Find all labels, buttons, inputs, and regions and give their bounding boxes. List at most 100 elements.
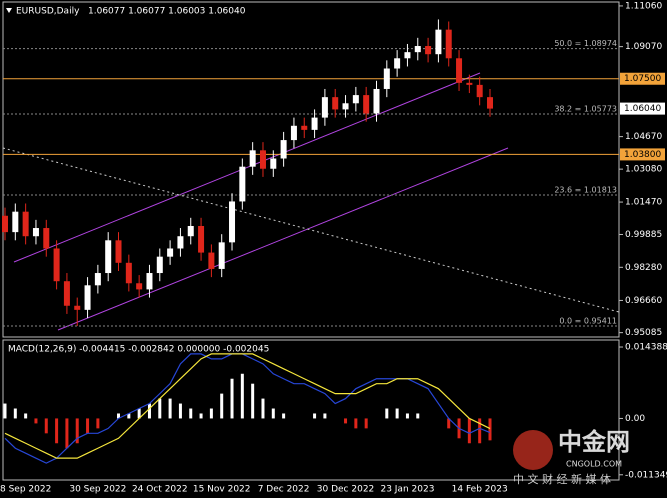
histogram-bar bbox=[478, 418, 482, 444]
candle-body bbox=[466, 82, 473, 85]
histogram-bar bbox=[34, 418, 38, 424]
y-tick-label: 0.014388 bbox=[625, 343, 667, 353]
y-tick-label: 1.03080 bbox=[625, 165, 662, 175]
x-tick-label: 23 Jan 2023 bbox=[380, 485, 434, 495]
histogram-bar bbox=[147, 403, 151, 419]
histogram-bar bbox=[13, 408, 17, 419]
level-box bbox=[620, 148, 665, 161]
histogram-bar bbox=[251, 383, 255, 419]
candle-body bbox=[2, 215, 8, 233]
watermark-brand: 中金网 bbox=[558, 428, 630, 456]
current-price-label: 1.06040 bbox=[624, 104, 661, 114]
histogram-bar bbox=[178, 403, 182, 419]
candle-body bbox=[435, 29, 442, 55]
histogram-bar bbox=[24, 413, 28, 419]
histogram-bar bbox=[282, 413, 286, 419]
x-tick-label: 7 Dec 2022 bbox=[258, 485, 310, 495]
candle-body bbox=[84, 285, 91, 310]
candle-body bbox=[136, 283, 143, 290]
candle-body bbox=[12, 211, 19, 233]
candle-body bbox=[146, 273, 153, 290]
x-tick-label: 30 Dec 2022 bbox=[317, 485, 375, 495]
fib-label: 50.0 = 1.08974 bbox=[554, 39, 617, 48]
histogram-bar bbox=[395, 408, 399, 419]
histogram-bar bbox=[168, 398, 172, 419]
y-tick-label: 1.09070 bbox=[625, 42, 662, 52]
histogram-bar bbox=[209, 408, 213, 419]
y-tick-label: 0.00 bbox=[625, 414, 645, 424]
y-tick-label: 0.95085 bbox=[625, 328, 662, 338]
candle-body bbox=[363, 95, 370, 114]
candle-body bbox=[74, 305, 81, 310]
histogram-bar bbox=[271, 408, 275, 419]
current-price-box bbox=[620, 102, 665, 115]
histogram-bar bbox=[261, 398, 265, 419]
histogram-bar bbox=[158, 398, 162, 419]
histogram-bar bbox=[313, 413, 317, 419]
candle-body bbox=[156, 256, 163, 274]
fib-label: 38.2 = 1.05773 bbox=[554, 105, 617, 114]
menu-arrow bbox=[6, 8, 12, 13]
candle-body bbox=[301, 125, 308, 130]
histogram-bar bbox=[86, 418, 90, 434]
logo-icon bbox=[513, 430, 553, 470]
histogram-bar bbox=[55, 418, 59, 444]
level-box bbox=[620, 72, 665, 85]
fib-label: 0.0 = 0.95411 bbox=[559, 316, 617, 325]
candle-body bbox=[425, 46, 432, 55]
histogram-bar bbox=[467, 418, 471, 444]
y-tick-label: 1.01470 bbox=[625, 198, 662, 208]
macd-panel bbox=[2, 339, 620, 481]
watermark-site: CNGOLD.COM bbox=[566, 460, 622, 469]
histogram-bar bbox=[137, 408, 141, 419]
histogram-bar bbox=[230, 378, 234, 419]
histogram-bar bbox=[199, 413, 203, 419]
candle-body bbox=[394, 58, 401, 69]
candle-body bbox=[456, 58, 463, 83]
candle-body bbox=[177, 236, 184, 249]
histogram-bar bbox=[44, 418, 48, 434]
histogram-bar bbox=[75, 418, 79, 444]
candle-body bbox=[280, 140, 287, 159]
fib-label: 23.6 = 1.01813 bbox=[554, 186, 617, 195]
candle-body bbox=[249, 150, 256, 167]
candle-body bbox=[373, 88, 380, 114]
candle-body bbox=[476, 84, 483, 98]
candle-body bbox=[53, 248, 60, 282]
candle-body bbox=[239, 166, 246, 202]
candle-body bbox=[94, 273, 101, 286]
candle-body bbox=[229, 201, 236, 243]
histogram-bar bbox=[65, 418, 69, 449]
x-tick-label: 15 Nov 2022 bbox=[193, 485, 251, 495]
candle-body bbox=[445, 29, 452, 59]
candle-body bbox=[198, 225, 205, 253]
candle-body bbox=[218, 242, 225, 269]
candle-body bbox=[32, 228, 39, 237]
y-tick-label: 1.11060 bbox=[625, 1, 662, 11]
y-tick-label: -0.011349 bbox=[625, 470, 667, 480]
level-label: 1.03800 bbox=[624, 150, 661, 160]
candle-body bbox=[125, 262, 132, 284]
histogram-bar bbox=[344, 418, 348, 424]
y-tick-label: 1.04670 bbox=[625, 132, 662, 142]
candle-body bbox=[270, 158, 277, 169]
watermark-slogan: 中 文 财 经 新 媒 体 bbox=[513, 472, 611, 486]
candle-body bbox=[187, 225, 194, 237]
histogram-bar bbox=[364, 418, 368, 429]
diagonal-trend bbox=[2, 147, 620, 313]
histogram-bar bbox=[220, 393, 224, 419]
histogram-bar bbox=[189, 408, 193, 419]
histogram-bar bbox=[240, 373, 244, 419]
histogram-bar bbox=[323, 413, 327, 419]
candle-body bbox=[167, 248, 174, 257]
histogram-bar bbox=[385, 408, 389, 419]
channel-upper bbox=[13, 72, 481, 263]
histogram-bar bbox=[354, 418, 358, 429]
candle-body bbox=[414, 46, 421, 53]
histogram-bar bbox=[405, 413, 409, 419]
histogram-bar bbox=[117, 413, 121, 419]
candle-body bbox=[259, 150, 266, 169]
candle-body bbox=[321, 97, 328, 118]
x-tick-label: 24 Oct 2022 bbox=[132, 485, 188, 495]
